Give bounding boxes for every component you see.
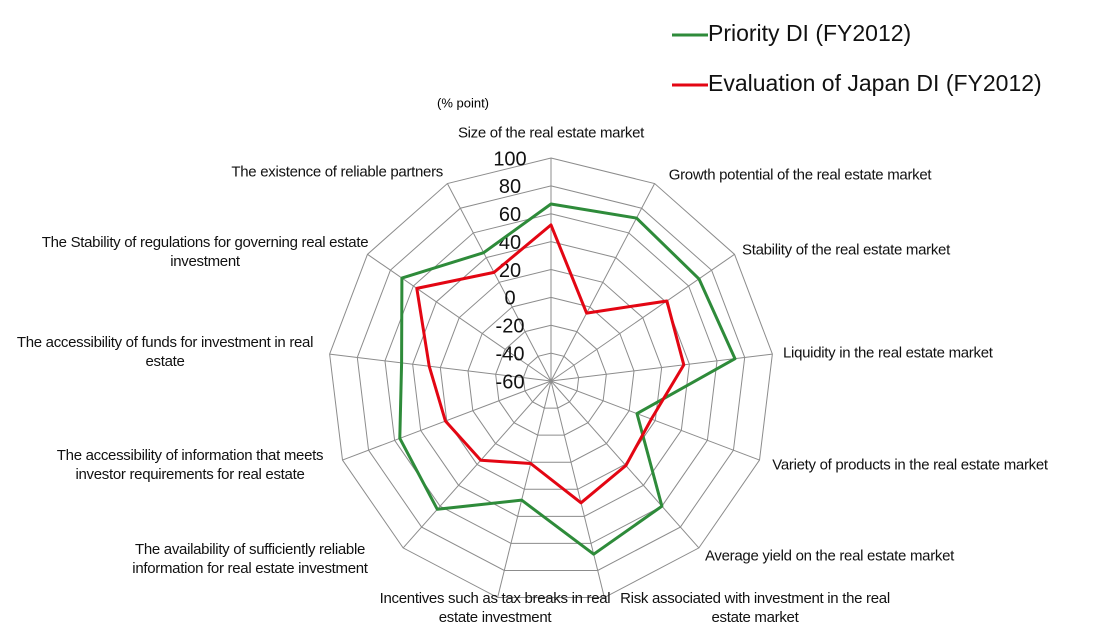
- category-label: The Stability of regulations for governi…: [41, 234, 369, 270]
- spoke: [497, 380, 552, 598]
- grid-ring: [467, 296, 635, 463]
- category-label: Incentives such as tax breaks in real es…: [379, 590, 611, 626]
- grid-ring: [329, 157, 773, 599]
- category-label: The accessibility of funds for investmen…: [16, 334, 314, 370]
- spoke: [550, 380, 760, 461]
- spoke: [550, 183, 656, 382]
- category-label: The availability of sufficiently reliabl…: [132, 541, 368, 577]
- category-label: Risk associated with investment in the r…: [620, 590, 890, 626]
- legend-label: Priority DI (FY2012): [708, 20, 911, 46]
- spoke: [550, 253, 735, 382]
- grid-ring: [356, 185, 746, 571]
- grid-ring: [439, 268, 663, 490]
- grid-ring: [522, 352, 580, 409]
- category-label: Growth potential of the real estate mark…: [668, 166, 932, 184]
- series-line: [415, 223, 686, 505]
- category-label: Average yield on the real estate market: [705, 547, 955, 565]
- r-tick-label: 0: [504, 288, 515, 310]
- grid-ring: [495, 324, 607, 436]
- spoke: [329, 353, 552, 382]
- category-label: Size of the real estate market: [457, 124, 645, 142]
- category-label: The existence of reliable partners: [231, 163, 443, 181]
- r-tick-label: 20: [499, 260, 521, 282]
- r-tick-label: 100: [493, 148, 526, 170]
- category-label: The accessibility of information that me…: [56, 447, 324, 483]
- r-tick-label: -60: [496, 371, 525, 393]
- spoke: [446, 183, 552, 382]
- legend-label: Evaluation of Japan DI (FY2012): [708, 70, 1042, 96]
- category-label: Stability of the real estate market: [742, 241, 950, 259]
- category-label: Liquidity in the real estate market: [783, 344, 993, 362]
- spoke: [402, 380, 552, 549]
- r-tick-label: -40: [496, 343, 525, 365]
- grid-ring: [384, 213, 718, 544]
- r-tick-label: 80: [499, 176, 521, 198]
- category-label: Variety of products in the real estate m…: [772, 456, 1048, 474]
- r-tick-label: -20: [496, 316, 525, 338]
- spoke: [550, 380, 605, 598]
- spoke: [367, 253, 552, 382]
- r-tick-label: 60: [499, 204, 521, 226]
- unit-label: (% point): [437, 95, 489, 110]
- series-line: [398, 202, 737, 556]
